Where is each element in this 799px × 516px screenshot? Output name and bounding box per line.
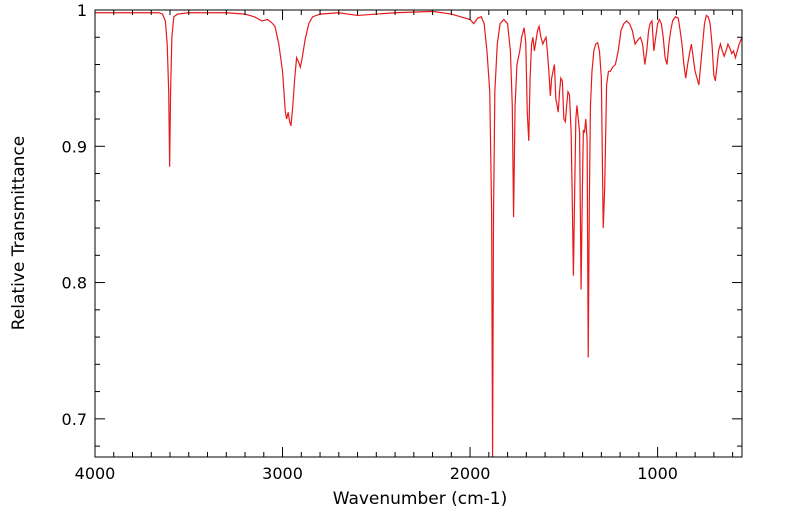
x-tick-label: 3000 [262,464,303,483]
x-axis-label: Wavenumber (cm-1) [333,489,508,509]
y-tick-label: 0.8 [62,274,87,293]
plot-area [95,10,742,457]
y-axis-label: Relative Transmittance [9,136,29,331]
axes: 4000 3000 2000 1000 0.7 0.8 0.9 1 [62,1,743,483]
x-tick-label: 1000 [637,464,678,483]
y-tick-label: 0.9 [62,137,87,156]
x-tick-label: 4000 [75,464,116,483]
y-tick-label: 1 [77,1,87,20]
spectrum-line [95,10,742,457]
y-tick-label: 0.7 [62,410,87,429]
plot-frame [94,9,743,458]
x-tick-label: 2000 [450,464,491,483]
